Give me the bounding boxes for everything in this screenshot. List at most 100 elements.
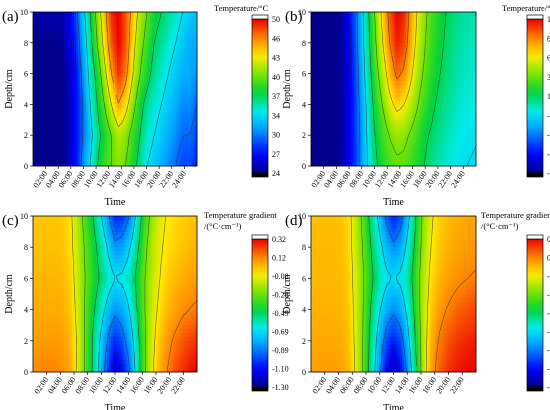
heatmap-cell <box>469 27 473 32</box>
panel-letter: (a) <box>2 9 19 25</box>
heatmap-cell <box>53 38 56 44</box>
heatmap-cell <box>115 50 118 55</box>
heatmap-cell <box>65 50 69 55</box>
heatmap-cell <box>182 150 186 155</box>
heatmap-cell <box>356 19 359 24</box>
heatmap-cell <box>430 19 434 24</box>
heatmap-cell <box>43 119 46 125</box>
heatmap-cell <box>100 96 104 101</box>
heatmap-cell <box>133 108 136 113</box>
heatmap-cell <box>174 73 177 78</box>
heatmap-cell <box>41 96 44 101</box>
heatmap-cell <box>71 12 75 17</box>
heatmap-cell <box>65 69 69 74</box>
heatmap-cell <box>176 123 179 128</box>
heatmap-cell <box>164 38 167 44</box>
heatmap-cell <box>162 162 165 167</box>
heatmap-cell <box>341 27 345 32</box>
heatmap-cell <box>106 62 110 67</box>
heatmap-cell <box>348 19 351 24</box>
heatmap-cell <box>170 69 173 74</box>
heatmap-cell <box>337 27 341 32</box>
heatmap-cell <box>180 150 184 155</box>
heatmap-cell <box>51 96 54 101</box>
heatmap-cell <box>80 69 83 74</box>
heatmap-cell <box>331 23 335 28</box>
heatmap-cell <box>123 112 126 117</box>
heatmap-cell <box>170 92 173 98</box>
heatmap-cell <box>117 58 120 63</box>
heatmap-cell <box>74 81 77 86</box>
heatmap-cell <box>145 92 149 98</box>
heatmap-cell <box>149 54 153 59</box>
heatmap-cell <box>393 31 396 36</box>
heatmap-cell <box>473 23 477 28</box>
heatmap-cell <box>313 31 316 36</box>
heatmap-cell <box>37 92 40 98</box>
heatmap-cell <box>127 81 130 86</box>
heatmap-cell <box>133 65 136 71</box>
heatmap-cell <box>391 12 394 17</box>
heatmap-cell <box>110 162 114 167</box>
heatmap-cell <box>331 46 335 51</box>
heatmap-cell <box>153 119 157 125</box>
heatmap-cell <box>121 23 124 28</box>
heatmap-cell <box>410 27 413 32</box>
colorbar-tick-label: 30 <box>272 131 280 140</box>
heatmap-cell <box>45 38 48 44</box>
heatmap-cell <box>354 23 357 28</box>
heatmap-cell <box>172 142 175 148</box>
heatmap-cell <box>327 19 330 24</box>
heatmap-cell <box>115 135 118 140</box>
heatmap-cell <box>115 139 118 144</box>
heatmap-cell <box>403 42 407 48</box>
heatmap-cell <box>131 146 134 151</box>
heatmap-cell <box>149 50 153 55</box>
heatmap-cell <box>98 131 102 136</box>
heatmap-cell <box>174 23 177 28</box>
heatmap-cell <box>59 35 63 40</box>
heatmap-cell <box>385 12 388 17</box>
heatmap-cell <box>164 62 167 67</box>
heatmap-cell <box>41 135 44 140</box>
heatmap-cell <box>176 158 179 163</box>
heatmap-cell <box>170 154 173 159</box>
heatmap-cell <box>41 89 44 94</box>
heatmap-cell <box>354 15 357 21</box>
heatmap-cell <box>86 89 89 94</box>
heatmap-cell <box>78 104 81 109</box>
heatmap-cell <box>67 89 71 94</box>
heatmap-cell <box>55 27 58 32</box>
heatmap-cell <box>74 58 77 63</box>
heatmap-cell <box>172 38 175 44</box>
heatmap-cell <box>194 23 198 28</box>
heatmap-cell <box>194 104 198 109</box>
heatmap-cell <box>94 119 97 125</box>
heatmap-cell <box>449 19 452 24</box>
heatmap-cell <box>117 54 120 59</box>
heatmap-cell <box>149 142 153 148</box>
heatmap-cell <box>358 42 361 48</box>
heatmap-cell <box>341 31 345 36</box>
heatmap-cell <box>80 92 83 98</box>
heatmap-cell <box>180 100 184 105</box>
heatmap-cell <box>96 131 99 136</box>
heatmap-cell <box>317 54 320 59</box>
heatmap-cell <box>67 100 71 105</box>
heatmap-cell <box>182 154 186 159</box>
heatmap-cell <box>190 119 194 125</box>
heatmap-cell <box>106 73 110 78</box>
heatmap-cell <box>90 54 93 59</box>
heatmap-cell <box>397 46 401 51</box>
heatmap-cell <box>190 62 194 67</box>
heatmap-cell <box>180 38 184 44</box>
heatmap-cell <box>67 54 71 59</box>
heatmap-cell <box>119 89 122 94</box>
heatmap-cell <box>100 162 104 167</box>
heatmap-cell <box>43 131 46 136</box>
heatmap-cell <box>33 27 36 32</box>
heatmap-cell <box>153 108 157 113</box>
heatmap-cell <box>362 23 366 28</box>
heatmap-cell <box>69 58 73 63</box>
heatmap-cell <box>438 42 442 48</box>
